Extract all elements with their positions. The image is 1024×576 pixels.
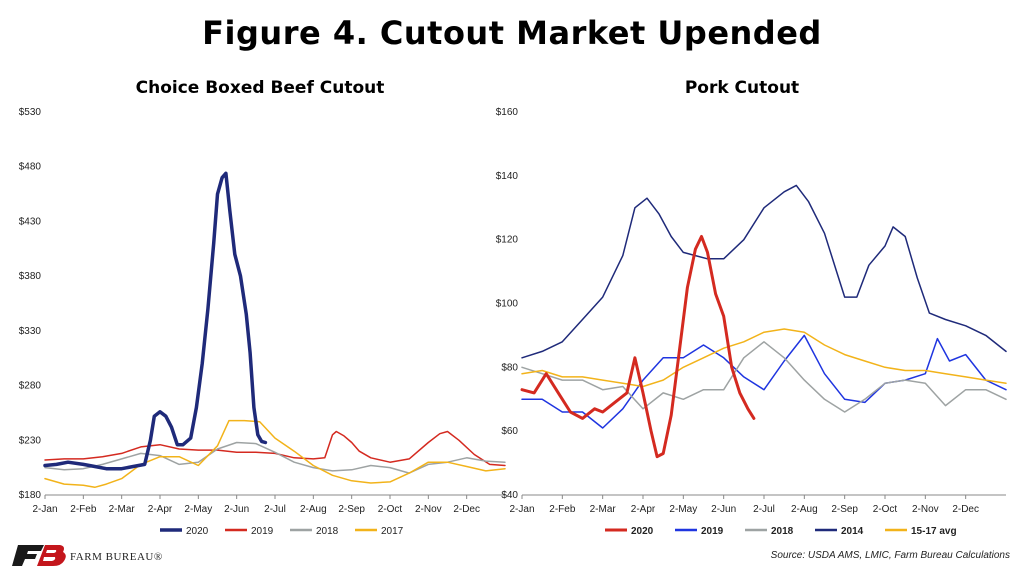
y-tick-label: $40 bbox=[501, 490, 518, 501]
y-tick-label: $160 bbox=[496, 107, 519, 118]
x-tick-label: 2-Mar bbox=[109, 504, 136, 515]
series-line-2020 bbox=[520, 235, 756, 459]
legend-label: 2017 bbox=[381, 526, 404, 537]
series-line-2014 bbox=[521, 184, 1007, 359]
x-tick-label: 2-Dec bbox=[453, 504, 480, 515]
series-line-2019 bbox=[44, 430, 506, 467]
legend-label: 2020 bbox=[186, 526, 209, 537]
x-tick-label: 2-Aug bbox=[300, 504, 327, 515]
y-tick-label: $180 bbox=[19, 490, 42, 501]
x-tick-label: 2-Nov bbox=[912, 504, 939, 515]
x-tick-label: 2-May bbox=[184, 504, 212, 515]
y-tick-label: $60 bbox=[501, 426, 518, 437]
legend-label: 2014 bbox=[841, 526, 864, 537]
x-tick-label: 2-Jul bbox=[264, 504, 286, 515]
x-tick-label: 2-Sep bbox=[831, 504, 858, 515]
x-tick-label: 2-May bbox=[669, 504, 697, 515]
y-tick-label: $530 bbox=[19, 107, 42, 118]
x-tick-label: 2-Jun bbox=[711, 504, 736, 515]
x-tick-label: 2-Nov bbox=[415, 504, 442, 515]
legend-label: 2018 bbox=[771, 526, 794, 537]
beef-chart: Choice Boxed Beef Cutout $180 $230 $280 $330… bbox=[19, 78, 506, 537]
y-tick-label: $430 bbox=[19, 216, 42, 227]
x-tick-label: 2-Jun bbox=[224, 504, 249, 515]
y-tick-label: $120 bbox=[496, 235, 519, 246]
legend-label: 2018 bbox=[316, 526, 339, 537]
y-tick-label: $140 bbox=[496, 171, 519, 182]
y-tick-label: $280 bbox=[19, 381, 42, 392]
x-tick-label: 2-Oct bbox=[378, 504, 403, 515]
y-tick-label: $80 bbox=[501, 362, 518, 373]
y-tick-label: $480 bbox=[19, 162, 42, 173]
x-tick-label: 2-Oct bbox=[873, 504, 898, 515]
y-tick-label: $230 bbox=[19, 435, 42, 446]
series-line-2018 bbox=[44, 441, 506, 474]
x-tick-label: 2-Apr bbox=[631, 504, 656, 515]
series-line-2019 bbox=[521, 334, 1007, 429]
legend-label: 2019 bbox=[701, 526, 724, 537]
series-line-2017 bbox=[44, 419, 506, 489]
series-line-2020 bbox=[43, 171, 268, 471]
chart-title: Choice Boxed Beef Cutout bbox=[136, 78, 385, 98]
x-tick-label: 2-Jan bbox=[32, 504, 57, 515]
legend-label: 2019 bbox=[251, 526, 274, 537]
x-tick-label: 2-Aug bbox=[791, 504, 818, 515]
series-line-2018 bbox=[521, 341, 1007, 413]
x-tick-label: 2-Apr bbox=[148, 504, 173, 515]
legend-label: 2020 bbox=[631, 526, 654, 537]
series-line-15-17-avg bbox=[521, 328, 1007, 388]
source-note: Source: USDA AMS, LMIC, Farm Bureau Calc… bbox=[771, 550, 1010, 561]
x-tick-label: 2-Mar bbox=[590, 504, 617, 515]
logo-text: FARM BUREAU® bbox=[70, 551, 163, 563]
x-tick-label: 2-Jan bbox=[509, 504, 534, 515]
y-tick-label: $380 bbox=[19, 271, 42, 282]
x-tick-label: 2-Feb bbox=[549, 504, 576, 515]
page-title: Figure 4. Cutout Market Upended bbox=[202, 14, 822, 52]
farm-bureau-logo: FARM BUREAU® bbox=[12, 545, 163, 566]
chart-title: Pork Cutout bbox=[685, 78, 799, 98]
pork-chart: Pork Cutout $40 $60 $80 $100 $120 $140 $160 2-Ja… bbox=[496, 78, 1007, 537]
logo-mark-icon bbox=[12, 545, 66, 566]
x-tick-label: 2-Jul bbox=[753, 504, 775, 515]
x-tick-label: 2-Feb bbox=[70, 504, 97, 515]
x-tick-label: 2-Dec bbox=[952, 504, 979, 515]
y-tick-label: $100 bbox=[496, 299, 519, 310]
legend-label: 15-17 avg bbox=[911, 526, 957, 537]
x-tick-label: 2-Sep bbox=[338, 504, 365, 515]
y-tick-label: $330 bbox=[19, 326, 42, 337]
